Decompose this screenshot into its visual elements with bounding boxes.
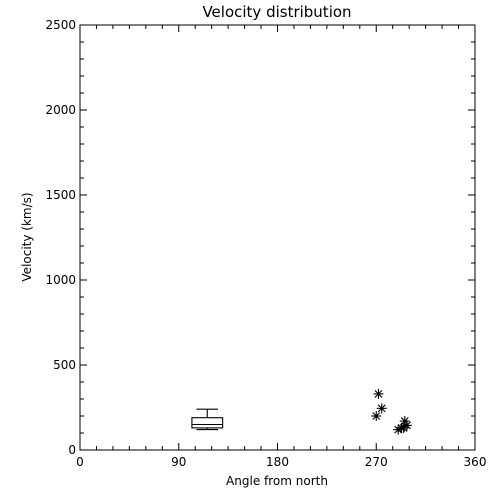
x-axis-label: Angle from north bbox=[226, 474, 328, 488]
y-axis-label: Velocity (km/s) bbox=[20, 192, 34, 281]
data-point-5 bbox=[399, 416, 410, 427]
data-point-7 bbox=[398, 422, 409, 433]
x-tick-label-270: 270 bbox=[365, 455, 388, 469]
box-iqr bbox=[191, 417, 224, 429]
data-point-1 bbox=[376, 403, 387, 414]
y-tick-label-1000: 1000 bbox=[45, 273, 76, 287]
x-tick-label-180: 180 bbox=[266, 455, 289, 469]
data-point-0 bbox=[373, 388, 384, 399]
plot-frame bbox=[79, 24, 476, 451]
y-tick-label-2500: 2500 bbox=[45, 18, 76, 32]
data-point-2 bbox=[371, 411, 382, 421]
chart-title: Velocity distribution bbox=[202, 3, 351, 21]
y-tick-label-500: 500 bbox=[53, 358, 76, 372]
tick-labels: 0 90 180 270 360 0 500 1000 1500 2000 2500 bbox=[45, 18, 486, 469]
axis-ticks bbox=[79, 24, 476, 451]
data-points bbox=[371, 388, 412, 435]
y-tick-label-1500: 1500 bbox=[45, 188, 76, 202]
y-tick-label-2000: 2000 bbox=[45, 103, 76, 117]
x-tick-label-360: 360 bbox=[464, 455, 487, 469]
x-tick-label-90: 90 bbox=[171, 455, 186, 469]
y-tick-label-0: 0 bbox=[68, 443, 76, 457]
x-tick-label-0: 0 bbox=[76, 455, 84, 469]
box-plot bbox=[191, 408, 224, 431]
